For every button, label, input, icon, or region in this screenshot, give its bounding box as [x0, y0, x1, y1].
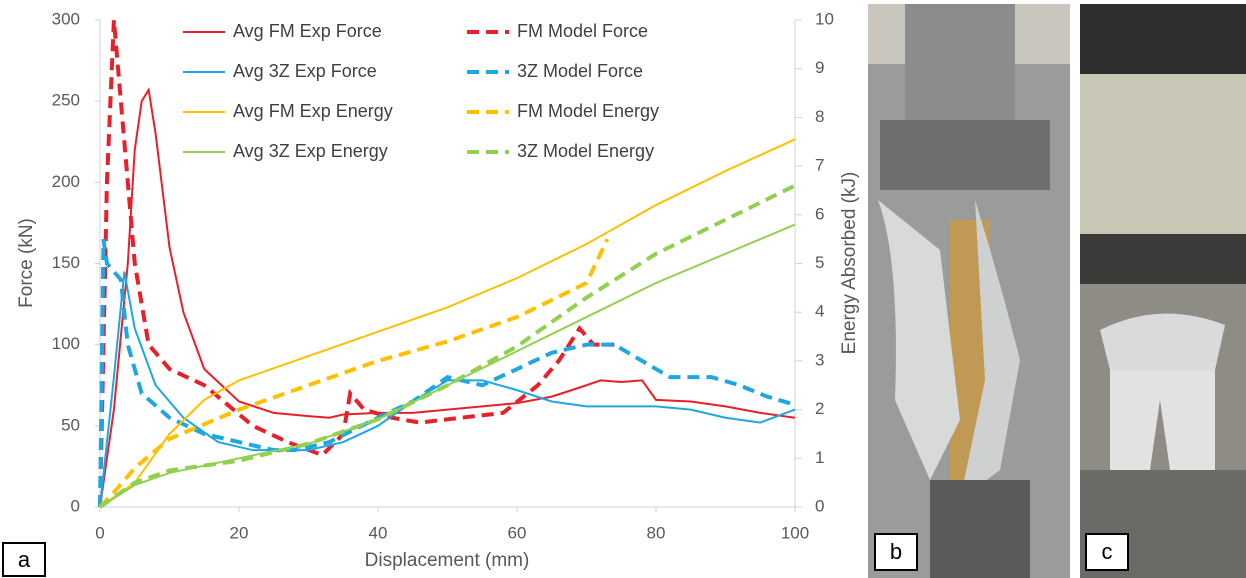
- y2-tick-label: 0: [815, 496, 824, 515]
- y2-axis-label: Energy Absorbed (kJ): [839, 172, 860, 355]
- legend-label: Avg 3Z Exp Energy: [233, 141, 388, 161]
- x-tick-label: 60: [508, 523, 527, 542]
- y2-tick-label: 5: [815, 253, 824, 272]
- legend-label: Avg FM Exp Energy: [233, 101, 393, 121]
- panel-label-c: c: [1085, 533, 1129, 571]
- legend-label: FM Model Force: [517, 21, 648, 41]
- y2-tick-label: 10: [815, 9, 834, 28]
- panel-label: c: [1102, 539, 1113, 564]
- legend-label: Avg FM Exp Force: [233, 21, 382, 41]
- y2-tick-label: 2: [815, 399, 824, 418]
- panel-label: b: [890, 539, 902, 564]
- x-axis-label: Displacement (mm): [365, 550, 530, 571]
- y-tick-label: 50: [61, 415, 80, 434]
- x-tick-label: 80: [647, 523, 666, 542]
- x-tick-label: 0: [95, 523, 104, 542]
- y-axis-label: Force (kN): [16, 218, 37, 308]
- y2-tick-label: 9: [815, 58, 824, 77]
- y-tick-label: 300: [52, 9, 80, 28]
- legend-label: 3Z Model Force: [517, 61, 643, 81]
- legend-label: FM Model Energy: [517, 101, 659, 121]
- y-tick-label: 200: [52, 172, 80, 191]
- panel-label: a: [18, 547, 31, 572]
- chart: Displacement (mm) Force (kN) Energy Abso…: [16, 9, 860, 571]
- series-line: [98, 238, 610, 509]
- legend-label: 3Z Model Energy: [517, 141, 654, 161]
- series-line: [99, 86, 796, 508]
- panel-label-a: a: [2, 542, 46, 577]
- y2-tick-label: 4: [815, 302, 824, 321]
- y2-tick-label: 8: [815, 107, 824, 126]
- y2-tick-label: 6: [815, 204, 824, 223]
- photo-b: [868, 4, 1070, 578]
- series-line: [99, 138, 796, 508]
- photo-c: [1080, 4, 1246, 578]
- x-tick-label: 40: [369, 523, 388, 542]
- y2-tick-label: 3: [815, 350, 824, 369]
- y-tick-label: 150: [52, 253, 80, 272]
- y2-tick-label: 1: [815, 448, 824, 467]
- y-tick-label: 250: [52, 91, 80, 110]
- x-tick-label: 100: [781, 523, 809, 542]
- y-tick-label: 100: [52, 334, 80, 353]
- y2-tick-label: 7: [815, 156, 824, 175]
- x-tick-label: 20: [230, 523, 249, 542]
- legend-label: Avg 3Z Exp Force: [233, 61, 377, 81]
- y-tick-label: 0: [71, 496, 80, 515]
- panel-label-b: b: [874, 533, 918, 571]
- series-line: [98, 183, 796, 509]
